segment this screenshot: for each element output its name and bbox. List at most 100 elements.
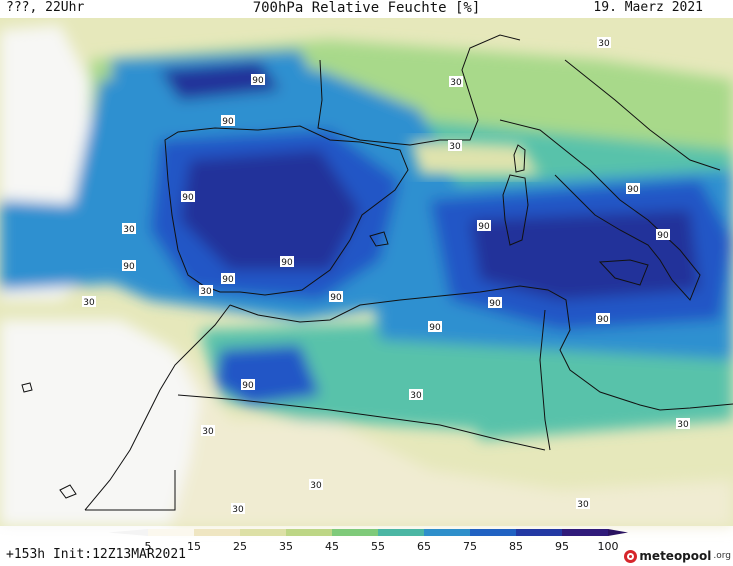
svg-text:30: 30 (577, 500, 589, 510)
colorbar-swatch (148, 529, 195, 536)
colorbar-swatch (286, 529, 333, 536)
svg-text:30: 30 (310, 481, 322, 491)
contour-label-90: 90 (221, 115, 235, 127)
contour-label-90: 90 (477, 220, 491, 232)
svg-text:30: 30 (232, 505, 244, 515)
svg-text:30: 30 (202, 427, 214, 437)
contour-label-30: 30 (448, 140, 462, 152)
model-run-info: +153h Init:12Z13MAR2021 (6, 547, 187, 562)
dry-region-south (200, 420, 733, 526)
contour-label-30: 30 (309, 479, 323, 491)
coastline-corsica (513, 144, 526, 173)
brand-name: meteopool (639, 549, 712, 563)
brand-logo: meteopool .org (624, 549, 731, 563)
contour-label-90: 90 (428, 321, 442, 333)
colorbar-swatches (108, 529, 628, 536)
colorbar-tick-label: 45 (325, 540, 339, 553)
very-dry-region-morocco (0, 320, 200, 526)
svg-text:90: 90 (429, 323, 441, 333)
colorbar-left-arrow (108, 529, 148, 536)
svg-text:90: 90 (489, 299, 501, 309)
dry-strip-gulf (410, 140, 540, 175)
valid-date-label: 19. Maerz 2021 (593, 0, 703, 15)
island-balearic (369, 231, 389, 247)
wet-region-atlantic-tongue (0, 200, 170, 290)
colorbar-tick-label: 85 (509, 540, 523, 553)
coastline-sardinia (502, 174, 529, 246)
valid-time-label: ???, 22Uhr (6, 0, 85, 15)
colorbar-swatch (516, 529, 563, 536)
svg-text:30: 30 (677, 420, 689, 430)
svg-text:90: 90 (252, 76, 264, 86)
contour-label-30: 30 (449, 76, 463, 88)
contour-label-90: 90 (656, 229, 670, 241)
coastline-italy-east (564, 59, 721, 171)
colorbar-tick-label: 100 (598, 540, 619, 553)
svg-text:90: 90 (330, 293, 342, 303)
colorbar-swatch (378, 529, 425, 536)
map-title: 700hPa Relative Feuchte [%] (252, 0, 481, 16)
contour-label-30: 30 (201, 425, 215, 437)
colorbar: 5 15 25 35 45 55 65 75 85 95 100 (108, 529, 628, 553)
colorbar-tick-label: 95 (555, 540, 569, 553)
colorbar-tick-label: 75 (463, 540, 477, 553)
peak-region-northwest (160, 62, 280, 100)
colorbar-tick-label: 15 (187, 540, 201, 553)
contour-label-90: 90 (181, 191, 195, 203)
contour-label-30: 30 (597, 37, 611, 49)
colorbar-tick-label: 25 (233, 540, 247, 553)
coastline-france (317, 34, 521, 146)
border-west-sahara (85, 470, 176, 511)
colorbar-swatch (240, 529, 287, 536)
svg-text:30: 30 (449, 142, 461, 152)
colorbar-tick-label: 55 (371, 540, 385, 553)
svg-text:90: 90 (657, 231, 669, 241)
svg-text:90: 90 (123, 262, 135, 272)
contour-label-90: 90 (596, 313, 610, 325)
svg-text:90: 90 (627, 185, 639, 195)
coastline-morocco (84, 304, 231, 511)
svg-text:30: 30 (83, 298, 95, 308)
contour-label-90: 90 (251, 74, 265, 86)
contour-label-30: 30 (231, 503, 245, 515)
svg-text:30: 30 (450, 78, 462, 88)
svg-text:30: 30 (123, 225, 135, 235)
coastline-north-africa (229, 285, 733, 411)
colorbar-tick-label: 65 (417, 540, 431, 553)
brand-suffix: .org (713, 551, 731, 561)
colorbar-swatch (562, 529, 609, 536)
contour-label-90: 90 (122, 260, 136, 272)
svg-text:30: 30 (200, 287, 212, 297)
contour-label-90: 90 (488, 297, 502, 309)
colorbar-swatch (424, 529, 471, 536)
contour-label-30: 30 (82, 296, 96, 308)
coastline-sicily (598, 259, 649, 286)
contour-label-90: 90 (280, 256, 294, 268)
svg-text:90: 90 (242, 381, 254, 391)
contour-label-30: 30 (409, 389, 423, 401)
contour-label-90: 90 (241, 379, 255, 391)
svg-text:90: 90 (597, 315, 609, 325)
meteopool-logo-icon (624, 549, 638, 563)
svg-text:90: 90 (222, 275, 234, 285)
svg-text:90: 90 (281, 258, 293, 268)
border-libya (539, 309, 551, 451)
island-canary (21, 382, 77, 499)
colorbar-swatch (470, 529, 517, 536)
coastline-iberia (164, 125, 409, 296)
contour-labels: 90 90 90 90 90 90 90 90 90 90 90 90 90 9… (82, 37, 690, 515)
contour-label-90: 90 (329, 291, 343, 303)
colorbar-swatch (194, 529, 241, 536)
contour-label-90: 90 (221, 273, 235, 285)
coastlines (21, 34, 733, 511)
svg-text:90: 90 (182, 193, 194, 203)
colorbar-right-arrow (608, 529, 628, 536)
core-region-iberia (180, 150, 360, 270)
contour-label-30: 30 (676, 418, 690, 430)
colorbar-swatch (332, 529, 379, 536)
map-field (0, 18, 733, 526)
colorbar-tick-label: 35 (279, 540, 293, 553)
svg-text:90: 90 (222, 117, 234, 127)
coastline-italy (499, 119, 701, 301)
